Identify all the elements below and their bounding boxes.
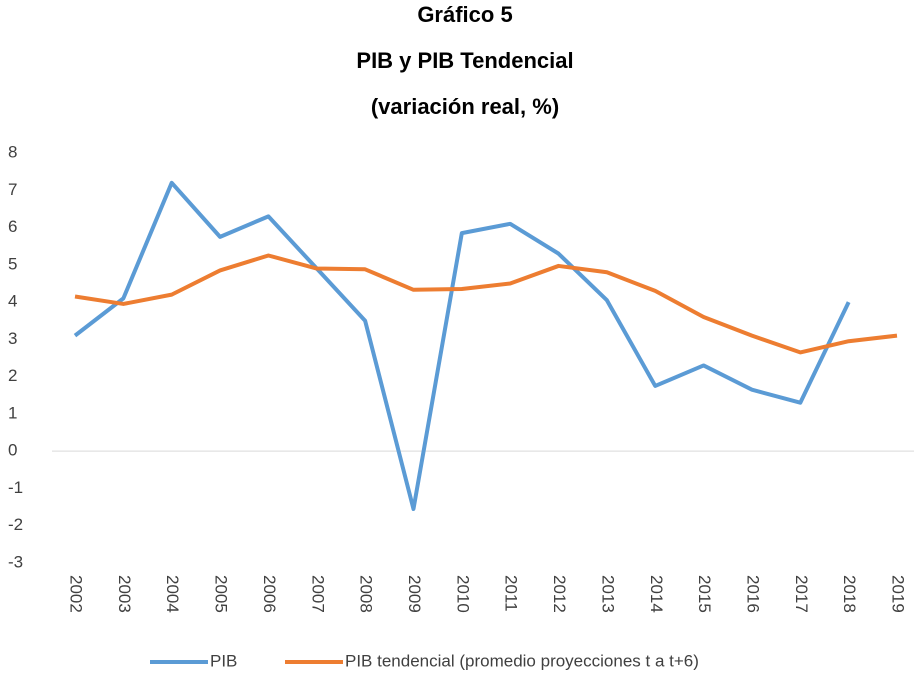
x-tick-label: 2005 [212,575,231,613]
y-tick-label: 7 [8,180,17,199]
x-tick-label: 2003 [115,575,134,613]
series-line [74,253,898,355]
x-tick-label: 2004 [163,575,182,613]
x-tick-label: 2012 [550,575,569,613]
chart-title: PIB y PIB Tendencial [356,48,573,73]
chart-title: (variación real, %) [371,94,559,119]
x-tick-label: 2009 [405,575,424,613]
legend-label: PIB tendencial (promedio proyecciones t … [345,651,699,670]
y-tick-label: 6 [8,217,17,236]
chart-title: Gráfico 5 [417,2,512,27]
x-tick-label: 2013 [598,575,617,613]
y-tick-label: 1 [8,403,17,422]
y-tick-label: -2 [8,515,23,534]
x-tick-label: 2006 [260,575,279,613]
x-tick-label: 2019 [889,575,908,613]
y-tick-label: 2 [8,366,17,385]
series-line [73,180,851,511]
x-tick-label: 2007 [308,575,327,613]
x-tick-label: 2002 [67,575,86,613]
x-tick-label: 2010 [453,575,472,613]
x-tick-label: 2015 [695,575,714,613]
x-tick-label: 2014 [647,575,666,613]
legend-label: PIB [210,651,237,670]
x-tick-label: 2016 [743,575,762,613]
x-tick-label: 2011 [502,575,521,612]
x-tick-label: 2008 [357,575,376,613]
y-tick-label: -3 [8,552,23,571]
y-tick-label: -1 [8,478,23,497]
x-tick-label: 2018 [840,575,859,613]
y-tick-label: 3 [8,329,17,348]
x-tick-label: 2017 [792,575,811,613]
y-tick-label: 5 [8,254,17,273]
y-tick-label: 8 [8,142,17,161]
y-tick-label: 4 [8,292,17,311]
y-tick-label: 0 [8,441,17,460]
